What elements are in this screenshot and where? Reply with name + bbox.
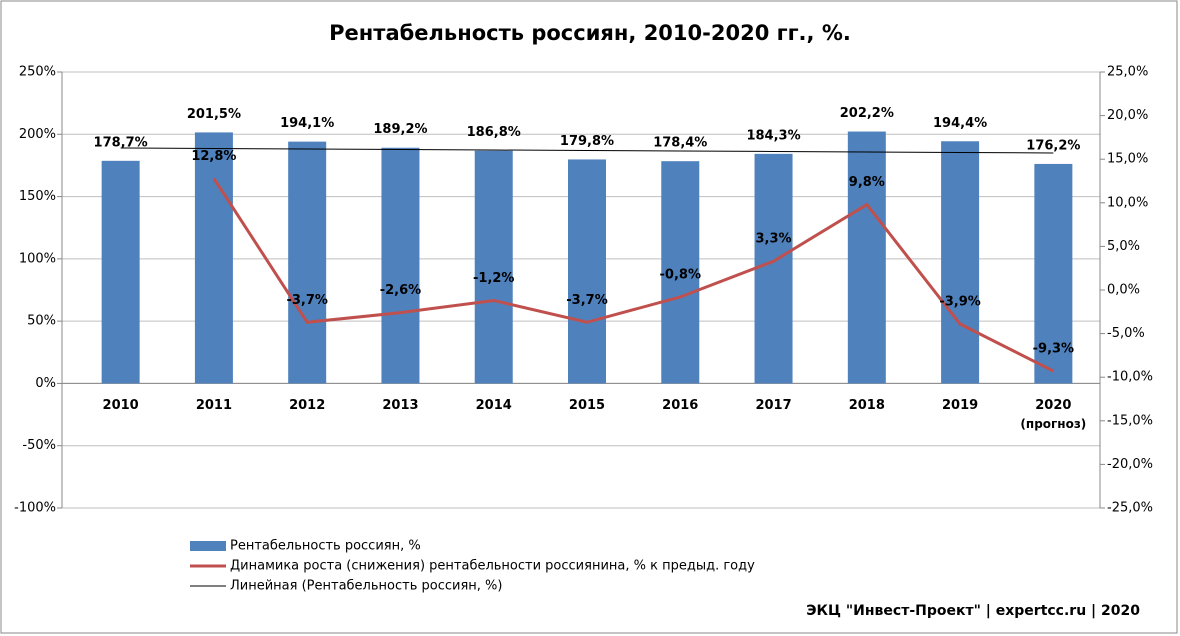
trend-line (120, 147, 1054, 154)
bar-value-label: 194,1% (280, 116, 334, 131)
y2-tick-label: -5,0% (1107, 326, 1145, 341)
bar-value-label: 194,4% (933, 116, 987, 131)
x-tick-label: 2017 (755, 398, 791, 413)
line-value-label: -3,7% (286, 293, 327, 308)
bar (474, 150, 513, 384)
line-value-label: -3,9% (939, 295, 980, 310)
y-tick-label: -100% (14, 501, 56, 516)
y-tick-label: 0% (35, 376, 56, 391)
x-tick-label: 2014 (476, 398, 512, 413)
bar (568, 159, 606, 384)
y2-tick-label: 5,0% (1107, 239, 1140, 254)
line-value-label: -3,7% (566, 293, 607, 308)
y-tick-label: 100% (19, 251, 56, 266)
legend-label: Линейная (Рентабельность россиян, %) (230, 579, 502, 594)
bar (941, 141, 980, 384)
y-tick-label: 250% (19, 65, 56, 80)
bar (381, 147, 420, 384)
bar-value-label: 178,4% (653, 136, 707, 151)
line-value-label: -0,8% (660, 267, 701, 282)
chart-title: Рентабельность россиян, 2010-2020 гг., %… (329, 21, 851, 45)
line (212, 177, 1055, 373)
bar (194, 132, 233, 384)
bar (101, 160, 140, 384)
bar (847, 131, 886, 384)
bar (288, 141, 327, 384)
bar-value-label: 184,3% (746, 128, 800, 143)
x-tick-label: 2020 (1035, 398, 1071, 413)
bar (661, 161, 700, 384)
line-value-label: -2,6% (380, 283, 421, 298)
y2-tick-label: 0,0% (1107, 283, 1140, 298)
y2-tick-label: -15,0% (1107, 413, 1153, 428)
legend-label: Динамика роста (снижения) рентабельности… (230, 559, 755, 574)
y2-tick-label: 15,0% (1107, 152, 1148, 167)
bar-value-label: 176,2% (1026, 138, 1080, 153)
bar (754, 153, 793, 384)
y2-tick-label: -20,0% (1107, 457, 1153, 472)
legend-swatch (190, 541, 226, 551)
x-tick-label: 2018 (849, 398, 885, 413)
annotation: (прогноз) (1020, 417, 1086, 431)
x-tick-label: 2015 (569, 398, 605, 413)
y2-tick-label: 25,0% (1107, 65, 1148, 80)
x-tick-label: 2013 (382, 398, 418, 413)
bar-value-label: 179,8% (560, 134, 614, 149)
legend-label: Рентабельность россиян, % (230, 539, 421, 554)
bar-value-label: 202,2% (840, 106, 894, 121)
line-value-label: 3,3% (756, 232, 792, 247)
y-tick-label: -50% (22, 438, 56, 453)
bar-value-label: 178,7% (94, 135, 148, 150)
line-value-label: 9,8% (849, 175, 885, 190)
source: ЭКЦ "Инвест-Проект" | expertcc.ru | 2020 (806, 603, 1140, 619)
x-tick-label: 2019 (942, 398, 978, 413)
line-value-label: -1,2% (473, 271, 514, 286)
x-tick-label: 2016 (662, 398, 698, 413)
x-tick-label: 2010 (103, 398, 139, 413)
bar-value-label: 186,8% (467, 125, 521, 140)
y-tick-label: 150% (19, 189, 56, 204)
line-value-label: 12,8% (191, 149, 236, 164)
y-tick-label: 200% (19, 127, 56, 142)
y2-tick-label: 20,0% (1107, 108, 1148, 123)
y2-tick-label: -25,0% (1107, 501, 1153, 516)
bar-value-label: 189,2% (373, 122, 427, 137)
y2-tick-label: -10,0% (1107, 370, 1153, 385)
x-tick-label: 2011 (196, 398, 232, 413)
x-tick-label: 2012 (289, 398, 325, 413)
y2-tick-label: 10,0% (1107, 195, 1148, 210)
y-tick-label: 50% (27, 314, 56, 329)
bar (1034, 163, 1073, 384)
bar-value-label: 201,5% (187, 107, 241, 122)
line-value-label: -9,3% (1033, 342, 1074, 357)
